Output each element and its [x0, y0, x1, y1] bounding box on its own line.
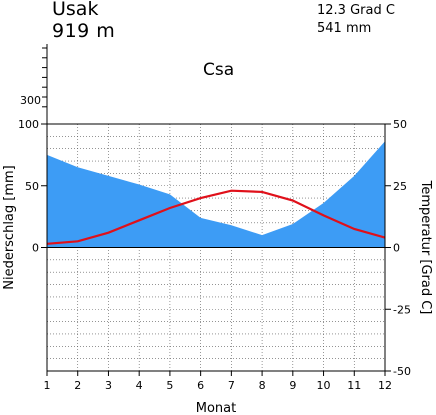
x-tick-label: 8	[259, 379, 266, 392]
left-tick-label: 100	[18, 118, 39, 131]
precipitation-area	[47, 141, 385, 248]
climate-classification: Csa	[203, 60, 235, 80]
axes	[41, 123, 391, 376]
x-tick-label: 6	[197, 379, 204, 392]
x-tick-label: 5	[166, 379, 173, 392]
right-tick-label: 50	[393, 118, 407, 131]
x-tick-label: 12	[378, 379, 392, 392]
annual-temperature: 12.3 Grad C	[317, 3, 395, 18]
temperature-line	[46, 189, 386, 245]
series-layer	[46, 141, 386, 248]
right-tick-label: -50	[393, 365, 411, 378]
right-tick-label: -25	[393, 303, 411, 316]
station-name: Usak	[52, 0, 99, 20]
station-elevation: 919 m	[52, 20, 116, 42]
upper-axis-label: 300	[20, 94, 41, 107]
x-tick-label: 1	[44, 379, 51, 392]
x-tick-label: 10	[317, 379, 331, 392]
x-tick-label: 11	[347, 379, 361, 392]
right-tick-label: 25	[393, 180, 407, 193]
y-axis-right-title: Temperatur [Grad C]	[418, 180, 433, 315]
upper-precipitation-axis: 300	[20, 44, 48, 124]
x-tick-label: 4	[136, 379, 143, 392]
x-tick-label: 2	[74, 379, 81, 392]
x-tick-label: 9	[289, 379, 296, 392]
y-axis-left-title: Niederschlag [mm]	[2, 165, 17, 290]
annual-precipitation: 541 mm	[317, 21, 372, 36]
right-tick-label: 0	[393, 242, 400, 255]
annual-summary: 12.3 Grad C 541 mm	[317, 2, 395, 38]
x-tick-label: 3	[105, 379, 112, 392]
x-tick-label: 7	[228, 379, 235, 392]
left-tick-label: 50	[25, 180, 39, 193]
x-axis-title: Monat	[196, 401, 236, 415]
left-tick-label: 0	[32, 242, 39, 255]
